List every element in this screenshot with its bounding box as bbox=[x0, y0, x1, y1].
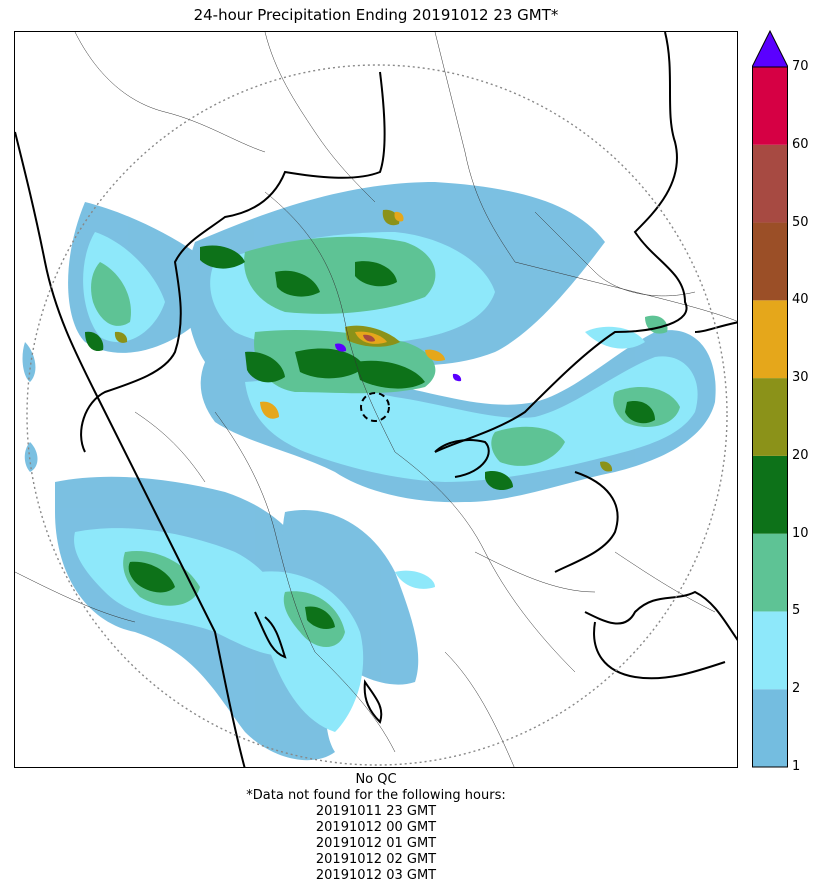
missing-hour: 20191012 02 GMT bbox=[315, 852, 437, 867]
colorbar-tick-label: 10 bbox=[792, 525, 809, 541]
missing-data-note: *Data not found for the following hours: bbox=[246, 788, 506, 803]
missing-hour: 20191012 01 GMT bbox=[315, 836, 437, 851]
precipitation-map bbox=[14, 31, 738, 768]
map-title: 24-hour Precipitation Ending 20191012 23… bbox=[193, 6, 559, 24]
colorbar-tick-label: 30 bbox=[792, 370, 809, 386]
district-boundaries bbox=[15, 32, 737, 767]
map-canvas bbox=[15, 32, 737, 767]
colorbar-segment bbox=[752, 533, 788, 612]
missing-hour: 20191012 00 GMT bbox=[315, 820, 437, 835]
colorbar-extend-arrow bbox=[752, 30, 788, 68]
state-boundaries bbox=[15, 32, 737, 767]
colorbar-tick-label: 70 bbox=[792, 59, 809, 74]
colorbar bbox=[752, 30, 788, 768]
colorbar-segment bbox=[752, 300, 788, 379]
colorbar-segment bbox=[752, 378, 788, 456]
colorbar-segment bbox=[752, 689, 788, 767]
missing-hour: 20191011 23 GMT bbox=[315, 804, 437, 819]
footer-notes: No QC *Data not found for the following … bbox=[14, 772, 738, 884]
colorbar-tick-label: 60 bbox=[792, 136, 809, 152]
colorbar-tick-label: 5 bbox=[792, 603, 801, 619]
colorbar-segment bbox=[752, 222, 788, 301]
colorbar-tick-label: 1 bbox=[792, 759, 801, 774]
colorbar-segment bbox=[752, 144, 788, 223]
colorbar-tick-label: 20 bbox=[792, 447, 809, 463]
qc-note: No QC bbox=[355, 772, 397, 787]
colorbar-segment bbox=[752, 455, 788, 534]
missing-hour: 20191012 03 GMT bbox=[315, 868, 437, 883]
colorbar-tick-label: 50 bbox=[792, 214, 809, 230]
precip-layer-20-plus bbox=[114, 209, 613, 472]
range-ring bbox=[26, 64, 728, 766]
colorbar-tick-label: 40 bbox=[792, 292, 809, 308]
precip-layer-10-20 bbox=[85, 245, 655, 630]
colorbar-tick-label: 2 bbox=[792, 681, 801, 697]
colorbar-segments bbox=[752, 67, 788, 767]
colorbar-segment bbox=[752, 67, 788, 145]
colorbar-segment bbox=[752, 611, 788, 690]
radar-site-marker bbox=[360, 392, 390, 422]
